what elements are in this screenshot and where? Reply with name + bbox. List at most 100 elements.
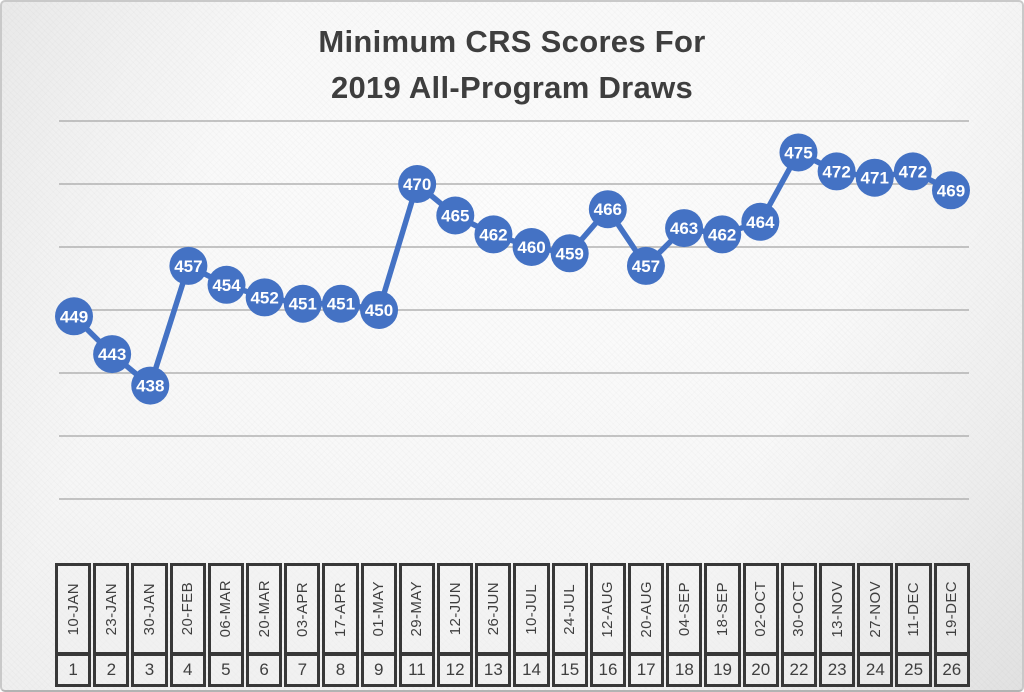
x-axis-column: 13-NOV 23	[819, 563, 856, 687]
data-point-marker	[817, 152, 856, 191]
x-axis-draw-number: 19	[713, 660, 733, 679]
x-axis-draw-number: 8	[335, 660, 346, 679]
x-axis-draw-number: 24	[865, 660, 885, 679]
series-line	[71, 149, 954, 389]
chart-title-line-1: Minimum CRS Scores For	[318, 24, 706, 59]
data-point-marker	[207, 265, 246, 304]
x-axis-date-cell: 27-NOV	[860, 566, 891, 656]
x-axis-date-label: 20-AUG	[637, 580, 655, 638]
x-axis: 10-JAN 1 23-JAN 2 30-JAN 3 20-FEB 4 06-MAR 5 20-MA…	[55, 563, 970, 687]
x-axis-date-cell: 30-OCT	[783, 566, 815, 656]
x-axis-date-label: 19-DEC	[943, 581, 961, 637]
x-axis-column: 26-JUN 13	[475, 563, 512, 687]
data-point-marker	[550, 234, 589, 273]
x-axis-date-label: 20-MAR	[255, 580, 273, 638]
x-axis-draw-number: 4	[182, 660, 193, 679]
x-axis-draw-number: 5	[221, 660, 231, 679]
x-axis-date-label: 11-DEC	[905, 581, 923, 637]
x-axis-draw-number: 23	[827, 660, 847, 679]
data-point-label: 460	[517, 238, 545, 257]
data-point-marker	[169, 246, 208, 285]
data-point-label: 457	[174, 257, 202, 276]
x-axis-column: 30-OCT 22	[780, 563, 818, 687]
x-axis-date-label: 20-FEB	[179, 582, 197, 636]
x-axis-column: 06-MAR 5	[207, 563, 245, 687]
data-point-marker	[588, 190, 627, 229]
data-point-marker	[665, 209, 704, 248]
x-axis-date-label: 12-AUG	[599, 580, 617, 638]
x-axis-date-cell: 24-JUL	[554, 566, 585, 656]
x-axis-column: 20-FEB 4	[169, 563, 206, 687]
chart-title: Minimum CRS Scores For 2019 All-Program …	[2, 19, 1022, 111]
x-axis-date-label: 04-SEP	[675, 581, 693, 637]
data-point-marker	[474, 215, 513, 254]
chart-title-line-2: 2019 All-Program Draws	[330, 70, 694, 105]
data-point-label: 438	[136, 377, 164, 396]
data-point-marker	[131, 366, 170, 405]
data-point-label: 469	[937, 181, 965, 200]
data-point-marker	[436, 196, 475, 235]
x-axis-date-label: 03-APR	[293, 581, 311, 637]
data-point-label: 450	[365, 301, 393, 320]
x-axis-date-cell: 20-MAR	[249, 566, 280, 656]
x-axis-column: 04-SEP 18	[666, 563, 703, 687]
x-axis-date-cell: 03-APR	[287, 566, 318, 656]
x-axis-column: 12-AUG 16	[589, 563, 627, 687]
data-point-marker	[55, 297, 93, 336]
x-axis-date-cell: 17-APR	[325, 566, 356, 656]
x-axis-date-cell: 20-AUG	[631, 566, 662, 656]
data-point-marker	[360, 291, 399, 329]
data-point-label: 457	[632, 257, 660, 276]
x-axis-date-label: 30-JAN	[141, 582, 158, 636]
x-axis-date-cell: 23-JAN	[96, 566, 127, 656]
data-point-label: 472	[899, 162, 927, 181]
x-axis-draw-number: 9	[373, 660, 384, 679]
x-axis-date-label: 10-JAN	[64, 582, 82, 636]
x-axis-date-cell: 06-MAR	[210, 566, 242, 656]
x-axis-column: 10-JUL 14	[513, 563, 550, 687]
x-axis-date-label: 02-OCT	[752, 581, 770, 637]
x-axis-draw-number: 1	[68, 660, 78, 679]
data-point-marker	[931, 171, 970, 210]
x-axis-draw-number: 26	[942, 660, 962, 679]
x-axis-date-label: 10-JUL	[523, 583, 541, 635]
x-axis-column: 23-JAN 2	[93, 563, 130, 687]
x-axis-column: 27-NOV 24	[857, 563, 894, 687]
data-point-marker	[512, 228, 551, 266]
x-axis-date-label: 26-JUN	[484, 582, 502, 636]
x-axis-column: 19-DEC 26	[933, 563, 970, 687]
x-axis-draw-number: 25	[904, 660, 924, 679]
x-axis-date-label: 17-APR	[332, 581, 350, 637]
data-point-marker	[626, 246, 665, 285]
data-point-marker	[893, 152, 932, 191]
data-point-label: 451	[327, 295, 355, 314]
data-point-marker	[283, 284, 322, 323]
data-point-label: 475	[784, 144, 812, 163]
data-point-label: 462	[708, 225, 736, 244]
data-point-marker	[855, 158, 894, 197]
x-axis-date-label: 13-NOV	[828, 580, 846, 638]
x-axis-date-cell: 10-JAN	[58, 566, 89, 656]
x-axis-draw-number: 14	[522, 660, 541, 679]
x-axis-date-label: 27-NOV	[866, 580, 884, 638]
x-axis-column: 17-APR 8	[322, 563, 359, 687]
x-axis-draw-number: 18	[674, 660, 694, 679]
data-point-label: 452	[250, 288, 278, 307]
data-point-label: 463	[670, 219, 698, 238]
x-axis-column: 03-APR 7	[284, 563, 321, 687]
x-axis-draw-number: 2	[106, 660, 117, 679]
data-point-label: 459	[556, 244, 584, 263]
data-point-label: 462	[479, 225, 507, 244]
x-axis-draw-number: 7	[297, 660, 308, 679]
data-point-marker	[321, 284, 360, 323]
data-point-label: 454	[212, 276, 241, 295]
data-point-label: 451	[289, 295, 317, 314]
x-axis-column: 20-AUG 17	[628, 563, 665, 687]
x-axis-column: 11-DEC 25	[895, 563, 932, 687]
data-point-marker	[93, 335, 132, 374]
x-axis-date-cell: 13-NOV	[822, 566, 853, 656]
data-point-marker	[245, 278, 284, 317]
x-axis-date-label: 30-OCT	[790, 581, 808, 637]
x-axis-draw-number: 22	[789, 660, 809, 679]
